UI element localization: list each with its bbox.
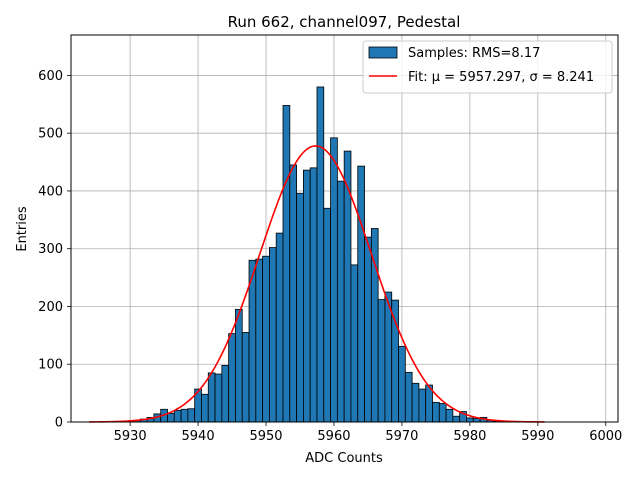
histogram-bar [323,207,331,423]
histogram-bar [404,371,413,423]
histogram-bar [398,345,406,423]
x-tick-label: 5990 [521,429,554,444]
y-axis-label: Entries [15,206,30,252]
y-tick-label: 300 [38,242,63,257]
histogram-bar [472,418,481,423]
x-axis-ticks: 5930 5940 5950 5960 5970 5980 5990 6000 [114,422,622,444]
histogram-bar [262,255,270,423]
x-tick-label: 5950 [249,429,282,444]
histogram-bar [180,408,189,423]
fit-curve-layer [89,145,545,423]
histogram-bar [418,388,427,423]
y-axis-ticks: 0 100 200 300 400 500 600 [38,69,71,431]
y-tick-label: 600 [38,69,63,84]
x-tick-label: 5930 [114,429,147,444]
legend-samples-label: Samples: RMS=8.17 [408,46,540,61]
y-tick-label: 0 [55,416,63,431]
histogram-bar [187,408,196,423]
histogram-bar [228,333,236,423]
histogram-bar [391,299,399,423]
y-tick-label: 400 [38,184,63,199]
histogram-bar [173,410,182,423]
histogram-bar [241,332,250,423]
legend: Samples: RMS=8.17 Fit: μ = 5957.297, σ =… [362,40,613,94]
histogram-bar [296,192,304,423]
legend-box [362,40,613,94]
histogram-bar [364,236,372,423]
y-tick-label: 500 [38,127,63,142]
histogram-bar [235,308,243,423]
x-tick-label: 5970 [385,429,418,444]
histogram-bar [302,169,311,423]
y-tick-label: 100 [38,358,63,373]
legend-samples-swatch [368,46,398,59]
histogram-bar [350,264,359,423]
x-tick-label: 6000 [589,429,622,444]
chart-title: Run 662, channel097, Pedestal [228,13,461,31]
histogram-bar [438,403,447,423]
histogram-bar [282,105,291,423]
histogram-bar [336,180,345,423]
histogram-bar [411,382,420,423]
histogram-bar [201,393,209,423]
y-tick-label: 200 [38,300,63,315]
histogram-bar [445,408,454,423]
plot-frame [70,34,619,423]
x-tick-label: 5940 [182,429,215,444]
x-tick-label: 5960 [317,429,350,444]
histogram-bar [269,247,277,423]
x-axis-label: ADC Counts [305,451,383,466]
histogram-bar [452,415,461,423]
histogram-bar [207,372,216,423]
histogram-bar [316,86,325,423]
histogram-bar [275,232,284,423]
histogram-bar [255,258,264,423]
histogram-bar [357,165,365,423]
x-tick-label: 5980 [453,429,486,444]
histogram-bar [377,299,386,423]
legend-fit-label: Fit: μ = 5957.297, σ = 8.241 [408,70,594,85]
histogram-bar [167,412,175,423]
histogram-bar [309,167,318,423]
histogram-bar [289,164,297,423]
histogram-bar [466,417,474,423]
histogram-bars [133,86,501,423]
fit-curve [89,145,545,423]
histogram-bar [432,401,440,423]
histogram-bar [221,364,230,423]
histogram-bar [214,373,223,423]
histogram-bar [330,137,338,423]
